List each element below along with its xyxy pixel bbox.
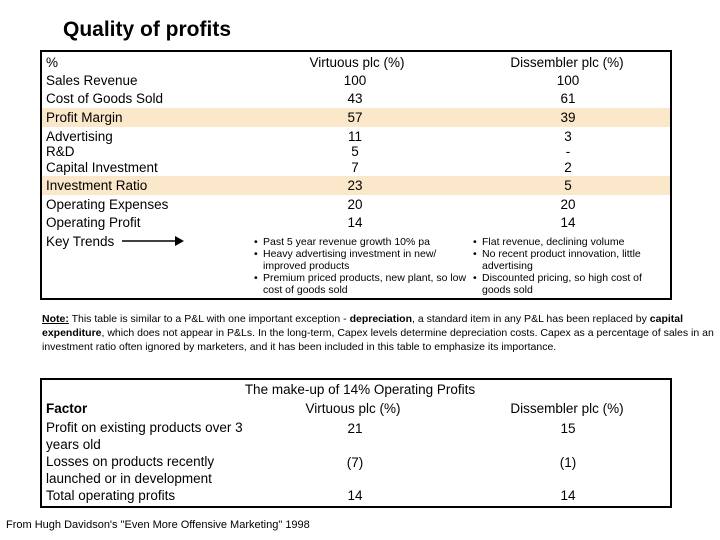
note-text: This table is similar to a P&L with one … bbox=[68, 313, 350, 325]
virtuous-header: Virtuous plc (%) bbox=[305, 401, 401, 416]
row-label: Sales Revenue bbox=[46, 73, 138, 88]
note-text: , which does not appear in P&Ls. In the … bbox=[42, 327, 714, 353]
dissembler-value: - bbox=[565, 144, 571, 159]
virtuous-value: 14 bbox=[347, 215, 363, 230]
note-prefix: Note: bbox=[42, 313, 69, 325]
virtuous-trends-list: Past 5 year revenue growth 10% pa Heavy … bbox=[254, 236, 469, 296]
virtuous-value: 57 bbox=[347, 110, 363, 125]
source-citation: From Hugh Davidson's "Even More Offensiv… bbox=[6, 519, 310, 531]
dissembler-trends-list: Flat revenue, declining volume No recent… bbox=[473, 236, 669, 296]
dissembler-value: 61 bbox=[560, 91, 576, 106]
dissembler-value: 3 bbox=[564, 129, 572, 144]
dissembler-value: 39 bbox=[560, 110, 576, 125]
list-item: Flat revenue, declining volume bbox=[473, 236, 669, 248]
dissembler-value: 14 bbox=[560, 488, 576, 503]
virtuous-header: Virtuous plc (%) bbox=[309, 55, 405, 70]
row-label: Advertising bbox=[46, 129, 113, 144]
note-bold-term: depreciation bbox=[349, 313, 412, 325]
dissembler-value: 20 bbox=[560, 197, 576, 212]
note-text: , a standard item in any P&L has been re… bbox=[412, 313, 650, 325]
investment-ratio-highlight bbox=[42, 176, 670, 195]
page-title: Quality of profits bbox=[63, 18, 231, 41]
row-label: Total operating profits bbox=[46, 488, 176, 503]
list-item: Premium priced products, new plant, so l… bbox=[254, 272, 469, 296]
factor-header: Factor bbox=[46, 401, 88, 416]
row-label: Profit Margin bbox=[46, 110, 123, 125]
virtuous-value: 11 bbox=[347, 129, 362, 144]
arrow-right-icon bbox=[122, 236, 184, 246]
virtuous-value: 7 bbox=[351, 160, 359, 175]
profit-table-frame bbox=[40, 50, 672, 300]
row-label: Losses on products recently launched or … bbox=[46, 454, 215, 486]
dissembler-value: 5 bbox=[564, 178, 572, 193]
dissembler-header: Dissembler plc (%) bbox=[510, 401, 624, 416]
virtuous-value: 5 bbox=[351, 144, 359, 159]
note-paragraph: Note: This table is similar to a P&L wit… bbox=[42, 312, 718, 354]
virtuous-value: 43 bbox=[347, 91, 363, 106]
percent-header: % bbox=[46, 55, 59, 70]
profit-margin-highlight bbox=[42, 108, 670, 127]
list-item: Heavy advertising investment in new/ imp… bbox=[254, 248, 469, 272]
row-label: Operating Expenses bbox=[46, 197, 169, 212]
row-label: R&D bbox=[46, 144, 75, 159]
virtuous-value: 23 bbox=[347, 178, 363, 193]
row-label: Investment Ratio bbox=[46, 178, 148, 193]
dissembler-value: 14 bbox=[560, 215, 576, 230]
row-label: Profit on existing products over 3 years… bbox=[46, 420, 243, 452]
virtuous-value: 14 bbox=[347, 488, 363, 503]
virtuous-value: 21 bbox=[347, 421, 363, 436]
virtuous-value: 20 bbox=[347, 197, 363, 212]
note-bold-term: capital expenditure bbox=[42, 313, 684, 339]
list-item: No recent product innovation, little adv… bbox=[473, 248, 669, 272]
operating-profits-table-frame bbox=[40, 378, 672, 508]
list-item: Past 5 year revenue growth 10% pa bbox=[254, 236, 469, 248]
list-item: Discounted pricing, so high cost of good… bbox=[473, 272, 669, 296]
dissembler-value: (1) bbox=[559, 455, 577, 470]
row-label: Operating Profit bbox=[46, 215, 141, 230]
row-label: Capital Investment bbox=[46, 160, 158, 175]
dissembler-value: 100 bbox=[556, 73, 580, 88]
row-label: Cost of Goods Sold bbox=[46, 91, 164, 106]
dissembler-header: Dissembler plc (%) bbox=[510, 55, 624, 70]
dissembler-value: 2 bbox=[564, 160, 572, 175]
operating-profits-title: The make-up of 14% Operating Profits bbox=[244, 382, 476, 397]
key-trends-label: Key Trends bbox=[46, 234, 115, 249]
dissembler-value: 15 bbox=[560, 421, 576, 436]
virtuous-value: (7) bbox=[346, 455, 364, 470]
virtuous-value: 100 bbox=[343, 73, 367, 88]
